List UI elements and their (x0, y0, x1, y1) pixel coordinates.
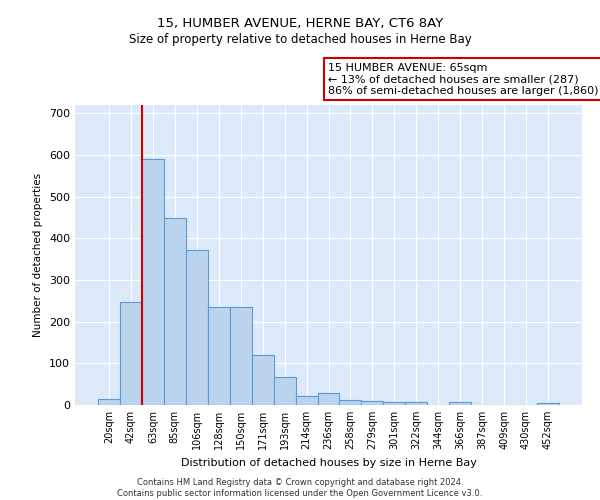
Bar (537, 403, 559, 405)
Bar (142, 159, 164, 405)
Y-axis label: Number of detached properties: Number of detached properties (34, 173, 43, 337)
Bar (383, 402, 406, 405)
Bar (251, 355, 274, 405)
Bar (449, 402, 471, 405)
Bar (274, 376, 296, 405)
Bar (406, 402, 427, 405)
Text: 15 HUMBER AVENUE: 65sqm
← 13% of detached houses are smaller (287)
86% of semi-d: 15 HUMBER AVENUE: 65sqm ← 13% of detache… (329, 63, 600, 96)
Bar (230, 307, 251, 405)
Text: 15, HUMBER AVENUE, HERNE BAY, CT6 8AY: 15, HUMBER AVENUE, HERNE BAY, CT6 8AY (157, 18, 443, 30)
Text: Contains HM Land Registry data © Crown copyright and database right 2024.
Contai: Contains HM Land Registry data © Crown c… (118, 478, 482, 498)
X-axis label: Distribution of detached houses by size in Herne Bay: Distribution of detached houses by size … (181, 458, 476, 468)
Bar (120, 302, 142, 405)
Bar (164, 218, 186, 405)
Bar (98, 399, 120, 405)
Bar (340, 400, 361, 405)
Bar (296, 396, 317, 405)
Text: Size of property relative to detached houses in Herne Bay: Size of property relative to detached ho… (128, 32, 472, 46)
Bar (361, 401, 383, 405)
Bar (208, 307, 230, 405)
Bar (317, 392, 340, 405)
Bar (186, 250, 208, 405)
